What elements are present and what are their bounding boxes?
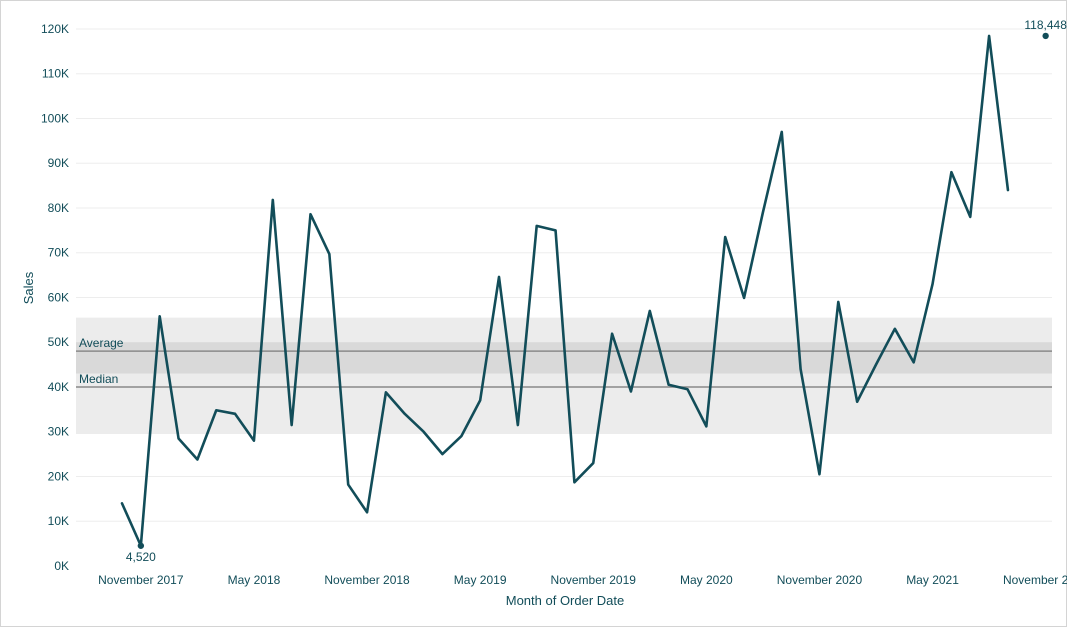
y-axis-ticks: 0K 10K 20K 30K 40K 50K 60K 70K 80K 90K 100K 110K 120… [41, 22, 69, 573]
x-tick-label: November 2019 [551, 573, 637, 587]
y-tick-label: 80K [48, 201, 69, 215]
data-points [137, 32, 1049, 549]
y-tick-label: 100K [41, 111, 69, 125]
y-tick-label: 20K [48, 469, 69, 483]
data-point [137, 542, 145, 549]
reference-lines: Average Median [76, 336, 1052, 388]
x-tick-label: May 2020 [680, 573, 733, 587]
y-tick-label: 110K [42, 67, 69, 81]
series-layer [120, 34, 1010, 548]
x-axis-title: Month of Order Date [506, 593, 625, 608]
y-tick-label: 90K [48, 156, 69, 170]
y-tick-label: 60K [48, 290, 69, 304]
y-tick-label: 0K [54, 559, 69, 573]
x-tick-label: May 2019 [454, 573, 507, 587]
data-label: 4,520 [126, 550, 156, 564]
y-tick-label: 30K [48, 425, 69, 439]
gridlines [76, 28, 1052, 522]
y-tick-label: 10K [48, 514, 69, 528]
x-tick-label: May 2021 [906, 573, 959, 587]
series-line [120, 34, 1010, 548]
x-tick-label: November 2021 [1003, 573, 1067, 587]
data-point [1042, 32, 1049, 40]
x-tick-label: November 2017 [98, 573, 184, 587]
data-label: 118,448 [1024, 18, 1067, 32]
x-axis-ticks: November 2017 May 2018 November 2018 May 20… [98, 573, 1067, 587]
x-tick-label: May 2018 [228, 573, 281, 587]
x-tick-label: November 2018 [324, 573, 410, 587]
y-tick-label: 50K [48, 335, 69, 349]
data-labels: 4,520 118,448 [126, 18, 1067, 564]
y-tick-label: 40K [48, 380, 69, 394]
reference-line-label: Median [79, 372, 118, 386]
x-tick-label: November 2020 [777, 573, 863, 587]
y-axis-title: Sales [21, 271, 36, 304]
y-tick-label: 70K [48, 246, 69, 260]
y-tick-label: 120K [41, 22, 69, 36]
reference-line-label: Average [79, 336, 124, 350]
